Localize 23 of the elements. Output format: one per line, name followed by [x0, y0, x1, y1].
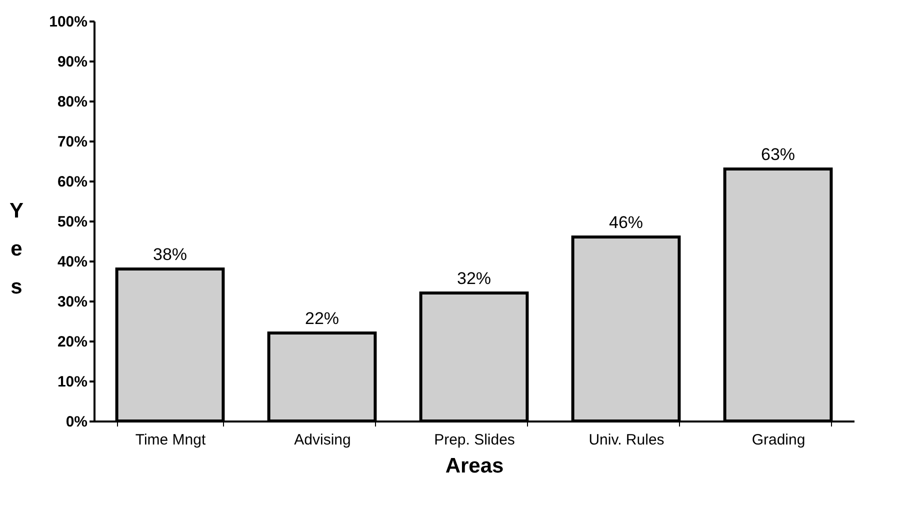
y-tick-label: 90% — [57, 54, 88, 70]
y-axis-title: Yes — [9, 200, 24, 298]
y-tick-label: 50% — [57, 214, 88, 230]
y-tick-label: 70% — [57, 134, 88, 150]
y-tick-label: 0% — [66, 414, 88, 430]
y-tick-label: 100% — [49, 14, 88, 30]
x-tick-label: Univ. Rules — [588, 432, 664, 448]
x-tick-label: Time Mngt — [135, 432, 206, 448]
data-label: 22% — [304, 309, 340, 328]
y-tick-label: 10% — [57, 374, 88, 390]
x-tick-label: Advising — [294, 432, 351, 448]
x-tick-label: Prep. Slides — [434, 432, 515, 448]
data-label: 32% — [456, 269, 492, 288]
y-tick-label: 80% — [57, 94, 88, 110]
y-tick-label: 30% — [57, 294, 88, 310]
x-axis-title: Areas — [445, 454, 504, 478]
y-tick-label: 40% — [57, 254, 88, 270]
data-label: 63% — [760, 145, 796, 164]
data-label: 46% — [608, 213, 644, 232]
x-tick-label: Grading — [752, 432, 806, 448]
y-tick-label: 20% — [57, 334, 88, 350]
y-tick-label: 60% — [57, 174, 88, 190]
data-label: 38% — [152, 245, 188, 264]
